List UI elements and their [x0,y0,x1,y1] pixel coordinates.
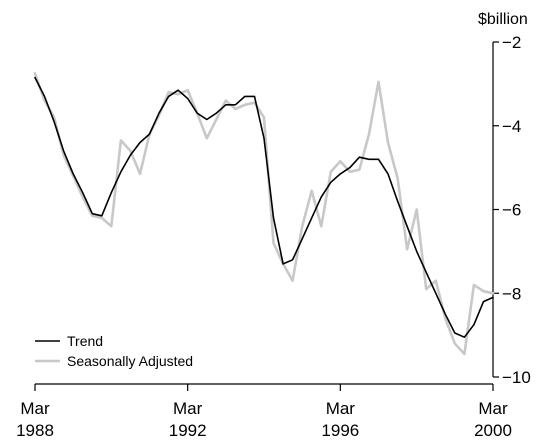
x-tick-label: 1992 [169,421,207,440]
x-tick-label: Mar [478,399,508,418]
x-axis: Mar 1988 Mar 1992 Mar 1996 Mar 2000 [16,384,512,440]
x-tick-label: Mar [20,399,50,418]
x-tick-label: Mar [326,399,356,418]
x-tick-label: Mar [173,399,203,418]
legend-label-seasonally-adjusted: Seasonally Adjusted [67,353,193,369]
y-tick-label: −10 [502,368,531,387]
y-tick-label: −6 [502,201,521,220]
x-tick-label: 1988 [16,421,54,440]
series-line-seasonally-adjusted [33,72,495,356]
y-tick-label: −4 [502,117,521,136]
x-tick-label: 2000 [474,421,512,440]
y-tick-label: −2 [502,33,521,52]
series-line-trend [34,76,494,339]
legend: Trend Seasonally Adjusted [35,333,193,369]
y-axis: −2 −4 −6 −8 −10 [493,33,531,387]
y-tick-label: −8 [502,284,521,303]
y-unit-label: $billion [478,11,528,28]
legend-label-trend: Trend [67,333,103,349]
x-tick-label: 1996 [321,421,359,440]
plot-area [33,72,495,356]
